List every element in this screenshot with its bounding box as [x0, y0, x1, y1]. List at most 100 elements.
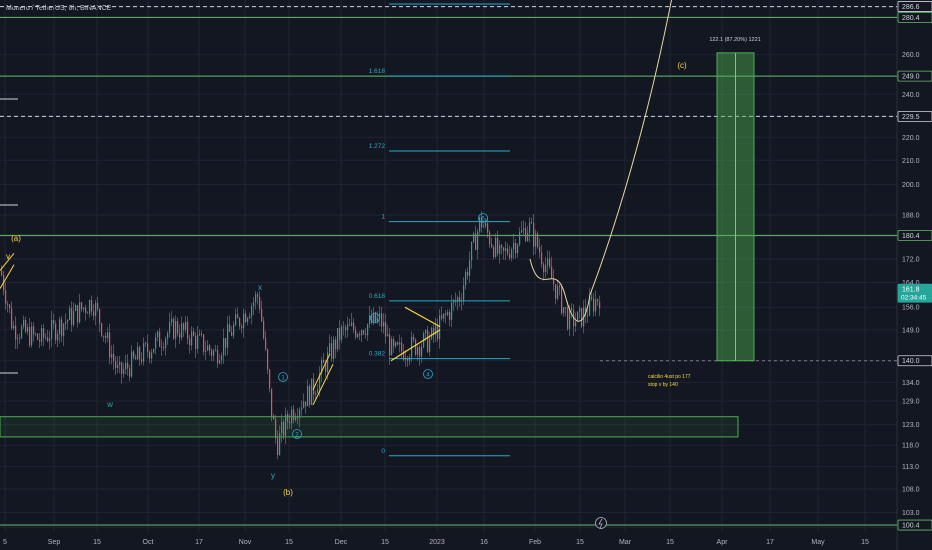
candle-body [367, 324, 369, 336]
candle-body [253, 302, 255, 307]
candle-body [297, 417, 299, 419]
candle-body [409, 357, 411, 361]
fib-level-label: 1.272 [369, 143, 386, 150]
candle-body [21, 326, 23, 338]
candle-body [121, 362, 123, 374]
candle-body [503, 247, 505, 252]
candle-body [403, 351, 405, 360]
candle-body [445, 313, 447, 315]
candle-body [541, 252, 543, 265]
candle-body [575, 321, 577, 327]
x-tick-label: 15 [666, 539, 674, 546]
candle-body [207, 345, 209, 351]
wave-number-circle [292, 429, 302, 439]
candle-body [347, 324, 349, 331]
candle-body [415, 339, 417, 355]
wave-number-circle [370, 313, 380, 323]
candle-body [349, 324, 351, 326]
candle-body [377, 317, 379, 323]
lightning-icon [595, 517, 607, 529]
triangle-lower [390, 329, 441, 362]
candle-body [67, 320, 69, 322]
candle-body [539, 246, 541, 253]
y-tick-label: 164.0 [902, 280, 920, 287]
candle-body [535, 233, 537, 247]
candle-body [411, 336, 413, 358]
x-tick-label: 5 [3, 539, 7, 546]
price-badge [897, 229, 932, 241]
price-badge-label: 249.0 [902, 74, 920, 81]
candle-body [267, 349, 269, 370]
candle-body [361, 330, 363, 336]
candle-body [275, 419, 277, 439]
candle-body [311, 378, 313, 405]
candle-body [163, 347, 165, 349]
x-tick-label: Feb [529, 539, 541, 546]
candle-body [213, 350, 215, 356]
candle-body [455, 300, 457, 302]
candle-body [511, 249, 513, 258]
candle-body [187, 321, 189, 339]
candle-body [345, 327, 347, 331]
candle-body [447, 312, 449, 315]
candle-body [359, 334, 361, 336]
candle-body [519, 232, 521, 245]
candle-body [293, 409, 295, 420]
y-tick-label: 156.0 [902, 305, 920, 312]
candle-body [579, 308, 581, 312]
y-tick-label: 118.0 [902, 443, 919, 450]
candle-body [363, 330, 365, 334]
candle-body [331, 343, 333, 359]
candle-body [245, 313, 247, 323]
wave-number-circle [423, 369, 433, 379]
candle-body [315, 392, 317, 395]
x-tick-label: 15 [93, 539, 101, 546]
candle-body [19, 337, 21, 339]
candle-body [51, 320, 53, 339]
y-tick-label: 129.0 [902, 399, 920, 406]
price-badge [897, 1, 932, 12]
candle-body [39, 339, 41, 342]
candle-body [307, 385, 309, 407]
candle-body [221, 355, 223, 361]
candle-body [355, 329, 357, 338]
candle-body [389, 334, 391, 356]
candle-body [169, 322, 171, 334]
candle-body [561, 286, 563, 314]
lightning-icon-bolt [598, 518, 603, 529]
candle-body [279, 433, 281, 455]
candle-body [9, 304, 11, 309]
y-tick-label: 220.0 [902, 135, 920, 142]
candle-body [145, 343, 147, 345]
candle-body [95, 303, 97, 316]
y-tick-label: 123.0 [902, 422, 920, 429]
candle-body [59, 319, 61, 334]
candle-body [45, 337, 47, 339]
candle-body [599, 301, 601, 309]
candle-body [159, 331, 161, 347]
candle-body [13, 325, 15, 329]
candle-body [491, 243, 493, 248]
candle-body [283, 422, 285, 436]
candle-body [125, 362, 127, 370]
candle-body [545, 265, 547, 273]
candle-body [65, 321, 67, 324]
candle-body [47, 337, 49, 342]
y-tick-label: 200.0 [902, 182, 920, 189]
candle-body [217, 349, 219, 364]
candle-body [309, 385, 311, 405]
candle-body [61, 319, 63, 337]
wave-number-circle [478, 213, 488, 223]
candle-body [227, 324, 229, 348]
candle-body [17, 338, 19, 340]
candle-body [487, 223, 489, 233]
candle-body [109, 332, 111, 358]
candle-body [385, 322, 387, 337]
candle-body [91, 300, 93, 312]
candle-body [271, 388, 273, 417]
symbol-title: Monero / TetherUS, 6h, BINANCE [6, 5, 112, 12]
wave-label: x [258, 283, 262, 292]
candle-body [343, 326, 345, 328]
candle-body [141, 359, 143, 362]
